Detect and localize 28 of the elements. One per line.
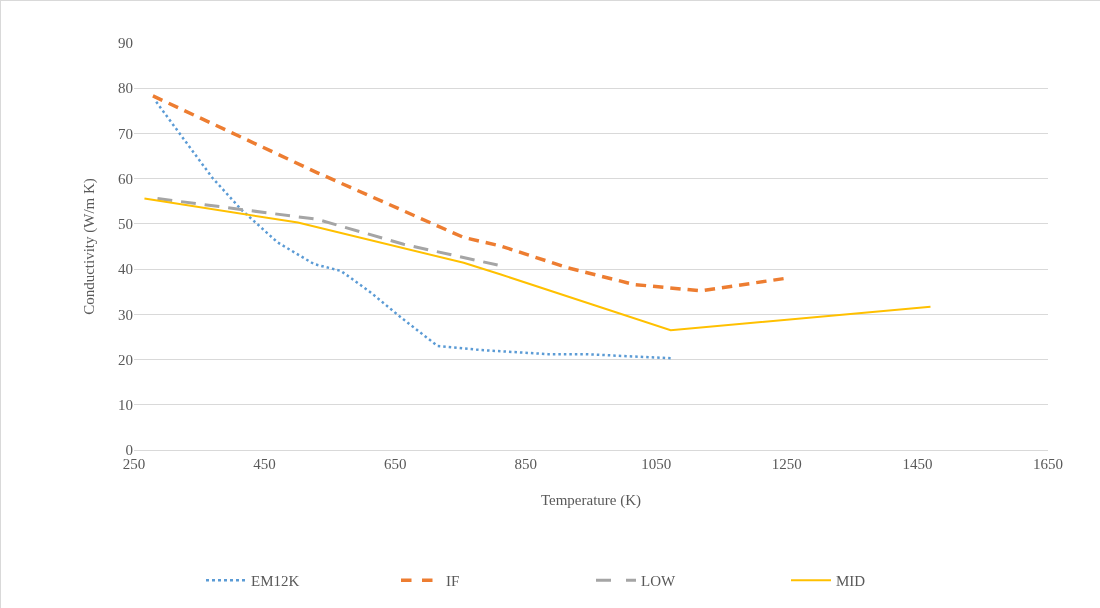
y-axis-title: Conductivity (W/m K) bbox=[81, 178, 98, 315]
x-axis-title: Temperature (K) bbox=[540, 492, 642, 509]
y-tick-label: 50 bbox=[118, 216, 133, 233]
y-tick-label: 10 bbox=[118, 397, 133, 414]
x-tick-label: 1050 bbox=[641, 456, 672, 472]
x-tick-label: 1650 bbox=[1033, 456, 1063, 472]
line-series bbox=[143, 197, 932, 332]
x-tick-label: 450 bbox=[253, 456, 276, 472]
y-tick-label: 20 bbox=[118, 351, 133, 368]
y-tick-label: 70 bbox=[118, 125, 133, 142]
y-tick-label: 60 bbox=[118, 170, 133, 187]
legend-label: IF bbox=[446, 573, 460, 590]
y-tick-label: 40 bbox=[118, 261, 133, 278]
y-tick-label: 80 bbox=[118, 80, 133, 97]
y-tick-label: 30 bbox=[118, 306, 133, 323]
legend-label: LOW bbox=[641, 573, 676, 590]
x-tick-label: 850 bbox=[514, 456, 537, 472]
y-tick-label: 90 bbox=[118, 35, 133, 52]
line-series bbox=[154, 100, 672, 360]
legend-label: MID bbox=[836, 573, 866, 590]
x-tick-label: 250 bbox=[122, 456, 146, 472]
x-tick-label: 1450 bbox=[902, 456, 933, 472]
y-tick-label: 0 bbox=[125, 442, 133, 459]
legend-label: EM12K bbox=[251, 573, 300, 590]
x-tick-label: 650 bbox=[383, 456, 407, 472]
line-series bbox=[156, 197, 500, 267]
line-series bbox=[151, 94, 786, 293]
x-tick-label: 1250 bbox=[771, 456, 802, 472]
